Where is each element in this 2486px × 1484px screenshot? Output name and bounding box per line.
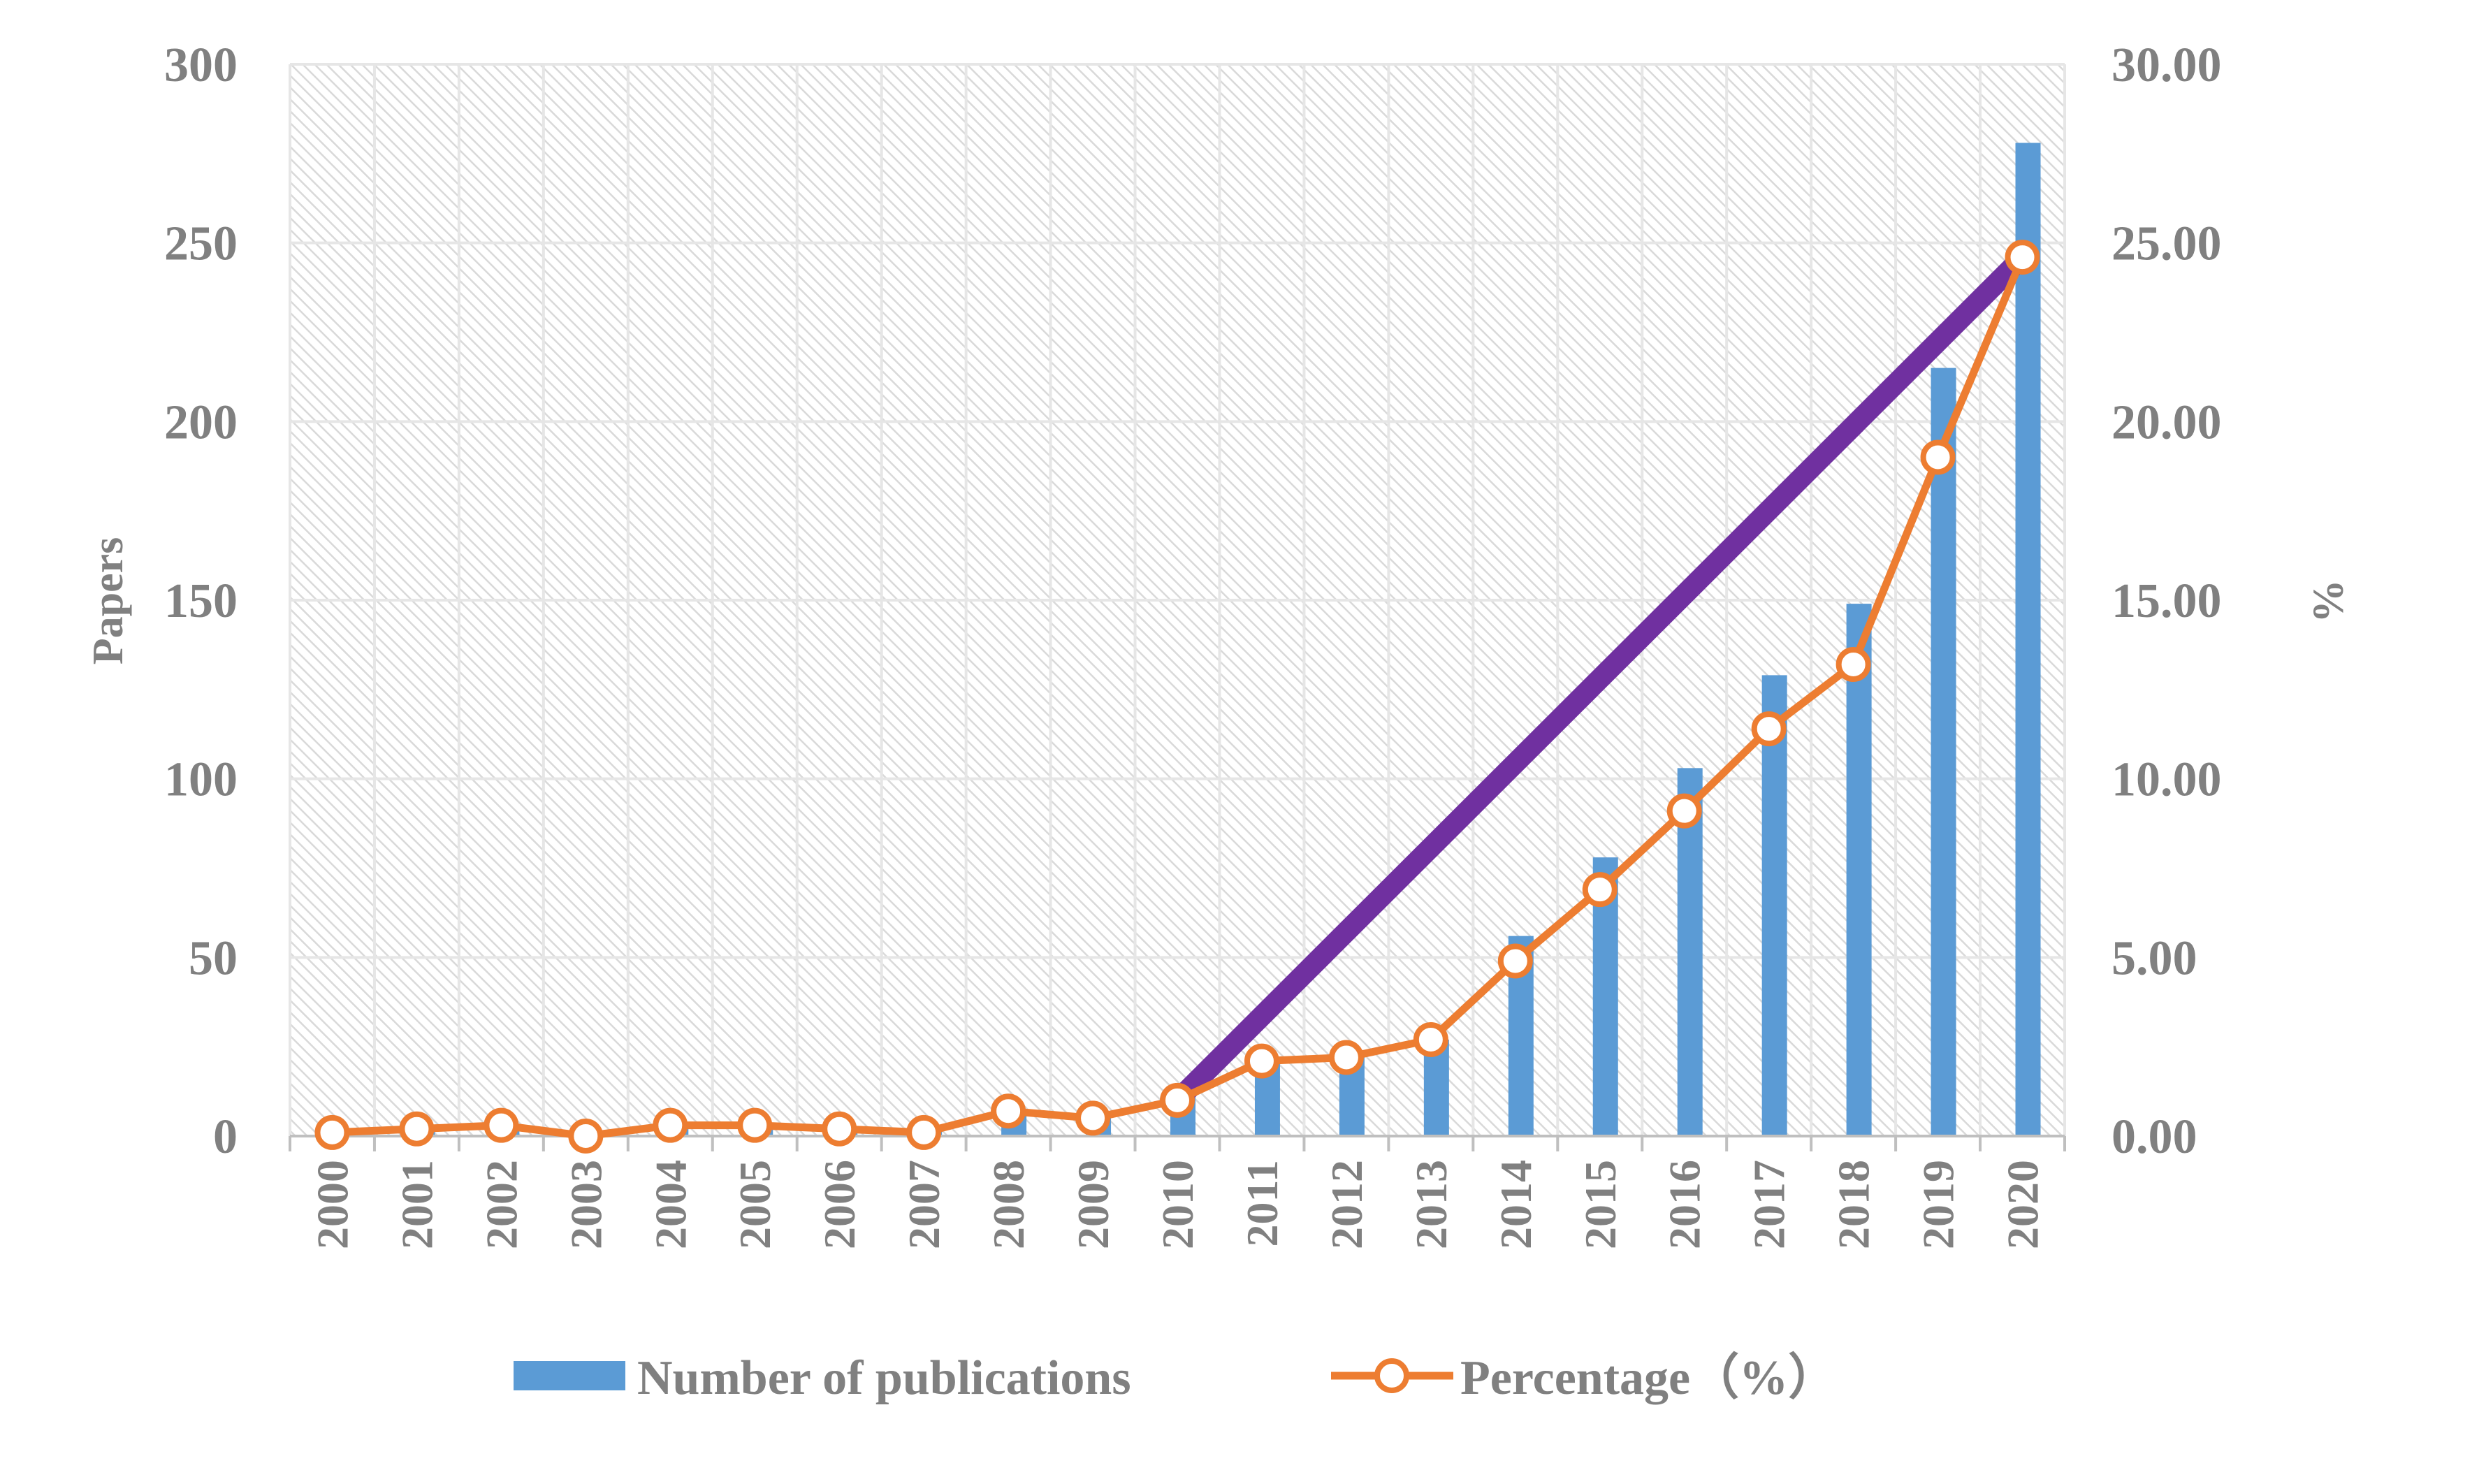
bar-2019 bbox=[1931, 368, 1956, 1137]
bar-2018 bbox=[1846, 604, 1872, 1136]
point-2007 bbox=[906, 1114, 942, 1150]
x-tick-label: 2008 bbox=[984, 1160, 1033, 1249]
point-2004 bbox=[653, 1107, 688, 1143]
point-2013 bbox=[1413, 1021, 1448, 1057]
x-tick-label: 2011 bbox=[1237, 1160, 1287, 1246]
x-tick-label: 2016 bbox=[1660, 1160, 1710, 1249]
y-right-tick-label: 5.00 bbox=[2111, 931, 2197, 985]
point-2014 bbox=[1497, 943, 1533, 979]
legend-swatch-marker bbox=[1374, 1358, 1409, 1393]
x-tick-label: 2002 bbox=[477, 1160, 526, 1249]
point-2017 bbox=[1751, 711, 1787, 747]
point-2016 bbox=[1666, 793, 1702, 829]
y-right-tick-label: 10.00 bbox=[2111, 753, 2222, 807]
gridlines bbox=[289, 63, 2066, 1137]
bar-2020 bbox=[2015, 143, 2041, 1137]
line-series bbox=[314, 240, 2040, 1154]
x-tick-label: 2014 bbox=[1491, 1160, 1541, 1249]
x-tick-label: 2017 bbox=[1745, 1160, 1794, 1249]
point-2002 bbox=[484, 1107, 519, 1143]
y-right-tick-label: 0.00 bbox=[2111, 1110, 2197, 1164]
legend-label-bar: Number of publications bbox=[637, 1351, 1131, 1405]
bar-2017 bbox=[1761, 675, 1787, 1136]
point-2010 bbox=[1160, 1082, 1195, 1118]
x-tick-label: 2019 bbox=[1914, 1160, 1963, 1249]
point-2001 bbox=[399, 1111, 435, 1147]
x-tick-label: 2001 bbox=[392, 1160, 442, 1249]
legend-label-line: Percentage（%） bbox=[1460, 1351, 1837, 1405]
x-tick-label: 2012 bbox=[1322, 1160, 1372, 1249]
x-tick-label: 2020 bbox=[1998, 1160, 2048, 1249]
y-right-tick-label: 30.00 bbox=[2111, 38, 2222, 92]
x-tick-label: 2003 bbox=[561, 1160, 611, 1249]
trend-annotation bbox=[1170, 249, 2030, 1108]
x-tick-label: 2018 bbox=[1829, 1160, 1879, 1249]
point-2009 bbox=[1075, 1100, 1111, 1136]
legend: Number of publications Percentage（%） bbox=[514, 1351, 1837, 1405]
y-right-tick-label: 20.00 bbox=[2111, 395, 2222, 449]
bar-2016 bbox=[1677, 768, 1703, 1136]
x-tick-label: 2005 bbox=[730, 1160, 780, 1249]
point-2011 bbox=[1244, 1043, 1279, 1079]
point-2020 bbox=[2005, 240, 2040, 275]
legend-swatch-bar bbox=[514, 1361, 625, 1390]
trend-line bbox=[1170, 249, 2030, 1108]
y-right-tick-label: 15.00 bbox=[2111, 574, 2222, 628]
y-left-tick-label: 150 bbox=[164, 574, 238, 628]
x-tick-label: 2000 bbox=[307, 1160, 357, 1249]
axis-labels: 0 50 100 150 200 250 300 0.00 5.00 10.00 15.00 20.0… bbox=[85, 38, 2352, 1249]
y-left-tick-label: 50 bbox=[189, 931, 238, 985]
point-2005 bbox=[737, 1107, 773, 1143]
y-right-axis-title: % bbox=[2304, 579, 2352, 623]
y-left-tick-label: 250 bbox=[164, 217, 238, 271]
y-left-tick-label: 200 bbox=[164, 395, 238, 449]
point-2003 bbox=[568, 1119, 604, 1154]
point-2006 bbox=[822, 1111, 857, 1147]
point-2000 bbox=[314, 1114, 350, 1150]
point-2008 bbox=[991, 1093, 1026, 1129]
axes bbox=[289, 1135, 2066, 1151]
x-tick-label: 2007 bbox=[899, 1160, 949, 1249]
y-left-axis-title: Papers bbox=[85, 537, 132, 665]
x-tick-label: 2015 bbox=[1576, 1160, 1625, 1249]
point-2018 bbox=[1836, 647, 1871, 683]
x-tick-label: 2010 bbox=[1153, 1160, 1202, 1249]
y-left-tick-label: 100 bbox=[164, 753, 238, 807]
x-tick-label: 2006 bbox=[815, 1160, 864, 1249]
bar-series bbox=[325, 143, 2041, 1137]
y-left-tick-label: 0 bbox=[213, 1110, 238, 1164]
x-tick-label: 2013 bbox=[1406, 1160, 1456, 1249]
x-tick-label: 2004 bbox=[646, 1160, 695, 1249]
point-2015 bbox=[1582, 872, 1618, 908]
point-2019 bbox=[1920, 439, 1956, 475]
point-2012 bbox=[1328, 1040, 1364, 1075]
y-right-tick-label: 25.00 bbox=[2111, 217, 2222, 271]
y-left-tick-label: 300 bbox=[164, 38, 238, 92]
x-tick-label: 2009 bbox=[1068, 1160, 1118, 1249]
